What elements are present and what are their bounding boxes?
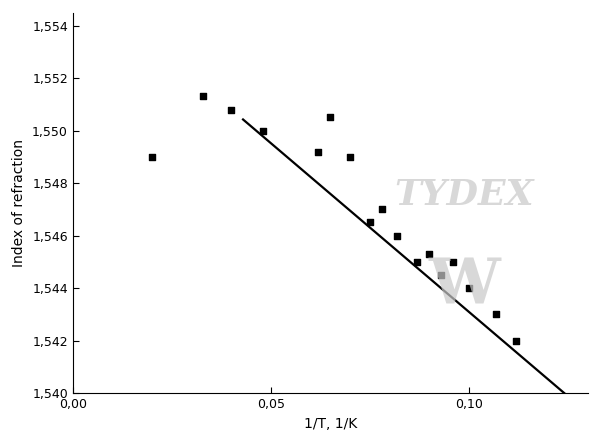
Y-axis label: Index of refraction: Index of refraction bbox=[13, 139, 26, 267]
Point bbox=[345, 153, 355, 160]
Point bbox=[511, 337, 521, 344]
Point bbox=[448, 258, 458, 265]
Point bbox=[258, 127, 268, 134]
Text: TYDEX: TYDEX bbox=[394, 178, 534, 212]
Point bbox=[377, 206, 386, 213]
Point bbox=[392, 232, 402, 239]
Point bbox=[147, 153, 157, 160]
X-axis label: 1/T, 1/K: 1/T, 1/K bbox=[304, 416, 357, 431]
Point bbox=[313, 148, 323, 155]
Point bbox=[199, 93, 208, 100]
Point bbox=[325, 114, 335, 121]
Point bbox=[491, 311, 501, 318]
Point bbox=[226, 106, 236, 113]
Point bbox=[424, 250, 434, 257]
Point bbox=[464, 284, 473, 291]
Point bbox=[412, 258, 422, 265]
Point bbox=[365, 219, 374, 226]
Point bbox=[436, 272, 446, 279]
Text: W: W bbox=[428, 256, 500, 317]
